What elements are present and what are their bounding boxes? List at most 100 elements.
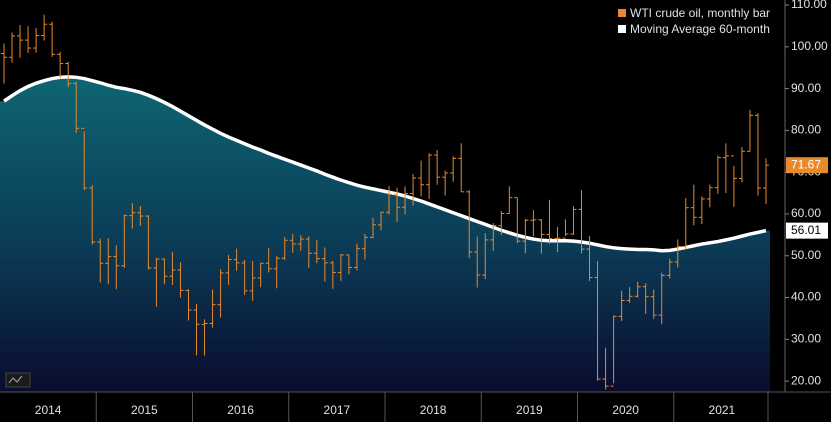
ohlc-bar	[337, 254, 344, 281]
ohlc-bar	[153, 257, 160, 307]
y-tick-label: 60.00	[791, 206, 821, 220]
x-tick-label: 2017	[324, 403, 351, 417]
y-tick-label: 50.00	[791, 248, 821, 262]
x-tick-label: 2020	[612, 403, 639, 417]
ohlc-bar	[241, 259, 248, 296]
x-tick-label: 2015	[131, 403, 158, 417]
last-value-tag	[786, 222, 828, 239]
x-tick-label: 2021	[709, 403, 736, 417]
legend-swatch	[618, 25, 626, 33]
ohlc-bar	[281, 236, 288, 260]
ohlc-bar	[289, 234, 296, 253]
ohlc-bar	[113, 245, 120, 290]
ohlc-bar	[674, 239, 681, 268]
ohlc-bar	[273, 256, 280, 289]
ohlc-bar	[538, 218, 545, 254]
chart-icon[interactable]	[5, 372, 31, 388]
ohlc-bar	[490, 223, 497, 251]
ohlc-bar	[698, 196, 705, 224]
y-tick-label: 40.00	[791, 290, 821, 304]
ohlc-bar	[73, 81, 80, 133]
y-tick-label: 110.00	[791, 0, 827, 11]
legend-label: Moving Average 60-month	[630, 22, 770, 36]
ohlc-bar	[369, 217, 376, 239]
ohlc-bar	[562, 219, 569, 239]
x-tick-label: 2018	[420, 403, 447, 417]
ohlc-bar	[386, 185, 393, 215]
ohlc-bar	[730, 155, 737, 207]
legend-swatch	[618, 9, 626, 17]
ohlc-bar	[474, 236, 481, 288]
ohlc-bar	[498, 211, 505, 235]
y-tick-label: 100.00	[791, 39, 828, 53]
ohlc-bar	[746, 109, 753, 152]
ohlc-bar	[610, 315, 617, 387]
ohlc-bar	[642, 283, 649, 314]
ohlc-bar	[225, 254, 232, 286]
x-tick-label: 2014	[35, 403, 62, 417]
ohlc-bar	[706, 184, 713, 208]
ohlc-bar	[762, 158, 769, 204]
ohlc-bar	[201, 319, 208, 356]
ohlc-bar	[249, 260, 256, 301]
ohlc-bar	[402, 186, 409, 215]
ohlc-bar	[193, 304, 200, 356]
y-tick-label: 20.00	[791, 373, 821, 387]
ohlc-bar	[377, 211, 384, 231]
ohlc-bar	[97, 238, 104, 283]
ohlc-bar	[754, 113, 761, 196]
ohlc-bar	[49, 21, 56, 57]
last-value-label: 56.01	[791, 223, 821, 237]
legend: WTI crude oil, monthly bar Moving Averag…	[612, 4, 784, 38]
ohlc-bar	[33, 28, 40, 53]
plot-area	[0, 14, 770, 393]
ohlc-bar	[682, 198, 689, 250]
ohlc-bar	[442, 170, 449, 196]
ohlc-bar	[570, 206, 577, 235]
ohlc-bar	[297, 235, 304, 251]
ohlc-bar	[353, 243, 360, 271]
ohlc-bar	[394, 187, 401, 222]
ohlc-bar	[506, 186, 513, 215]
ohlc-bar	[618, 290, 625, 321]
ohlc-bar	[137, 206, 144, 226]
x-tick-label: 2019	[516, 403, 543, 417]
ohlc-bar	[1, 43, 8, 84]
ohlc-bar	[25, 26, 32, 54]
ohlc-bar	[321, 247, 328, 282]
ohlc-bar	[265, 247, 272, 273]
ohlc-bar	[418, 160, 425, 197]
ohlc-bar	[714, 155, 721, 194]
ohlc-bar	[458, 143, 465, 193]
y-tick-label: 90.00	[791, 81, 821, 95]
ohlc-bar	[554, 226, 561, 252]
ohlc-bar	[514, 197, 521, 244]
ohlc-bar	[450, 156, 457, 182]
ohlc-bar	[209, 289, 216, 328]
ohlc-bar	[690, 184, 697, 226]
ohlc-bar	[57, 51, 64, 79]
ohlc-bar	[586, 236, 593, 281]
ohlc-bar	[345, 254, 352, 275]
ohlc-bar	[65, 61, 72, 87]
last-value-tag	[786, 157, 828, 174]
ohlc-bar	[217, 269, 224, 318]
ohlc-bar	[9, 32, 16, 63]
ohlc-bar	[89, 185, 96, 245]
ohlc-bar	[145, 215, 152, 270]
ohlc-bar	[546, 199, 553, 245]
ohlc-bar	[722, 143, 729, 194]
ohlc-bar	[658, 272, 665, 325]
ohlc-bar	[361, 234, 368, 260]
x-tick-label: 2016	[227, 403, 254, 417]
ohlc-bar	[121, 214, 128, 268]
ohlc-bar	[17, 25, 24, 58]
legend-label: WTI crude oil, monthly bar	[630, 6, 770, 20]
ohlc-bar	[426, 153, 433, 199]
last-value-label: 71.67	[791, 157, 821, 171]
ohlc-bar	[233, 248, 240, 271]
ohlc-bar	[602, 347, 609, 390]
ohlc-bar	[257, 262, 264, 288]
ohlc-bar	[530, 210, 537, 237]
